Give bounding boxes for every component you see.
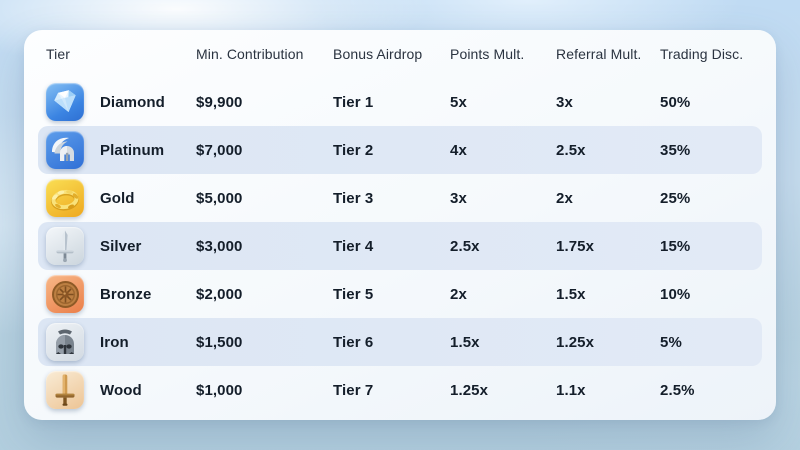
- tier-name: Platinum: [100, 141, 165, 159]
- column-header-referral-mult: Referral Mult.: [556, 46, 642, 62]
- wooden-sword-icon: [46, 371, 84, 409]
- column-header-points-mult: Points Mult.: [450, 46, 525, 62]
- referral-mult-value: 1.75x: [556, 237, 595, 255]
- trading-disc-value: 15%: [660, 237, 691, 255]
- min-contribution-value: $1,500: [196, 333, 243, 351]
- trading-disc-value: 25%: [660, 189, 691, 207]
- points-mult-value: 2x: [450, 285, 467, 303]
- table-row-diamond: Diamond $9,900 Tier 1 5x 3x 50%: [38, 78, 762, 126]
- table-row-gold: Gold $5,000 Tier 3 3x 2x 25%: [38, 174, 762, 222]
- bonus-airdrop-value: Tier 4: [333, 237, 374, 255]
- referral-mult-value: 2x: [556, 189, 573, 207]
- points-mult-value: 2.5x: [450, 237, 480, 255]
- silver-sword-icon: [46, 227, 84, 265]
- column-header-min-contribution: Min. Contribution: [196, 46, 304, 62]
- table-row-bronze: Bronze $2,000 Tier 5 2x 1.5x 10%: [38, 270, 762, 318]
- min-contribution-value: $3,000: [196, 237, 243, 255]
- table-row-platinum: Platinum $7,000 Tier 2 4x 2.5x 35%: [38, 126, 762, 174]
- tier-name: Diamond: [100, 93, 165, 111]
- referral-mult-value: 1.5x: [556, 285, 586, 303]
- bonus-airdrop-value: Tier 2: [333, 141, 374, 159]
- min-contribution-value: $5,000: [196, 189, 243, 207]
- tier-cell: Platinum: [46, 131, 196, 169]
- tier-cell: Diamond: [46, 83, 196, 121]
- trading-disc-value: 50%: [660, 93, 691, 111]
- referral-mult-value: 3x: [556, 93, 573, 111]
- referral-mult-value: 1.25x: [556, 333, 595, 351]
- points-mult-value: 1.25x: [450, 381, 489, 399]
- tier-cell: Iron: [46, 323, 196, 361]
- points-mult-value: 5x: [450, 93, 467, 111]
- table-row-iron: Iron $1,500 Tier 6 1.5x 1.25x 5%: [38, 318, 762, 366]
- column-header-bonus-airdrop: Bonus Airdrop: [333, 46, 423, 62]
- bonus-airdrop-value: Tier 5: [333, 285, 374, 303]
- tier-cell: Wood: [46, 371, 196, 409]
- laurel-crown-icon: [46, 179, 84, 217]
- bonus-airdrop-value: Tier 7: [333, 381, 374, 399]
- bonus-airdrop-value: Tier 6: [333, 333, 374, 351]
- min-contribution-value: $9,900: [196, 93, 243, 111]
- table-row-silver: Silver $3,000 Tier 4 2.5x 1.75x 15%: [38, 222, 762, 270]
- tier-name: Gold: [100, 189, 135, 207]
- column-header-tier: Tier: [46, 46, 70, 62]
- diamond-gem-icon: [46, 83, 84, 121]
- trading-disc-value: 5%: [660, 333, 682, 351]
- min-contribution-value: $1,000: [196, 381, 243, 399]
- tier-name: Silver: [100, 237, 142, 255]
- referral-mult-value: 1.1x: [556, 381, 586, 399]
- winged-helmet-icon: [46, 131, 84, 169]
- points-mult-value: 3x: [450, 189, 467, 207]
- points-mult-value: 1.5x: [450, 333, 480, 351]
- trading-disc-value: 35%: [660, 141, 691, 159]
- bonus-airdrop-value: Tier 3: [333, 189, 374, 207]
- trading-disc-value: 10%: [660, 285, 691, 303]
- tier-name: Bronze: [100, 285, 152, 303]
- tier-name: Wood: [100, 381, 142, 399]
- min-contribution-value: $2,000: [196, 285, 243, 303]
- min-contribution-value: $7,000: [196, 141, 243, 159]
- table-row-wood: Wood $1,000 Tier 7 1.25x 1.1x 2.5%: [38, 366, 762, 414]
- bonus-airdrop-value: Tier 1: [333, 93, 374, 111]
- table-header-row: Tier Min. Contribution Bonus Airdrop Poi…: [38, 30, 762, 78]
- tier-name: Iron: [100, 333, 129, 351]
- tier-cell: Bronze: [46, 275, 196, 313]
- column-header-trading-disc: Trading Disc.: [660, 46, 744, 62]
- trading-disc-value: 2.5%: [660, 381, 695, 399]
- tier-cell: Gold: [46, 179, 196, 217]
- bronze-shield-icon: [46, 275, 84, 313]
- points-mult-value: 4x: [450, 141, 467, 159]
- tier-table-card: Tier Min. Contribution Bonus Airdrop Poi…: [24, 30, 776, 420]
- referral-mult-value: 2.5x: [556, 141, 586, 159]
- tier-cell: Silver: [46, 227, 196, 265]
- iron-helmet-icon: [46, 323, 84, 361]
